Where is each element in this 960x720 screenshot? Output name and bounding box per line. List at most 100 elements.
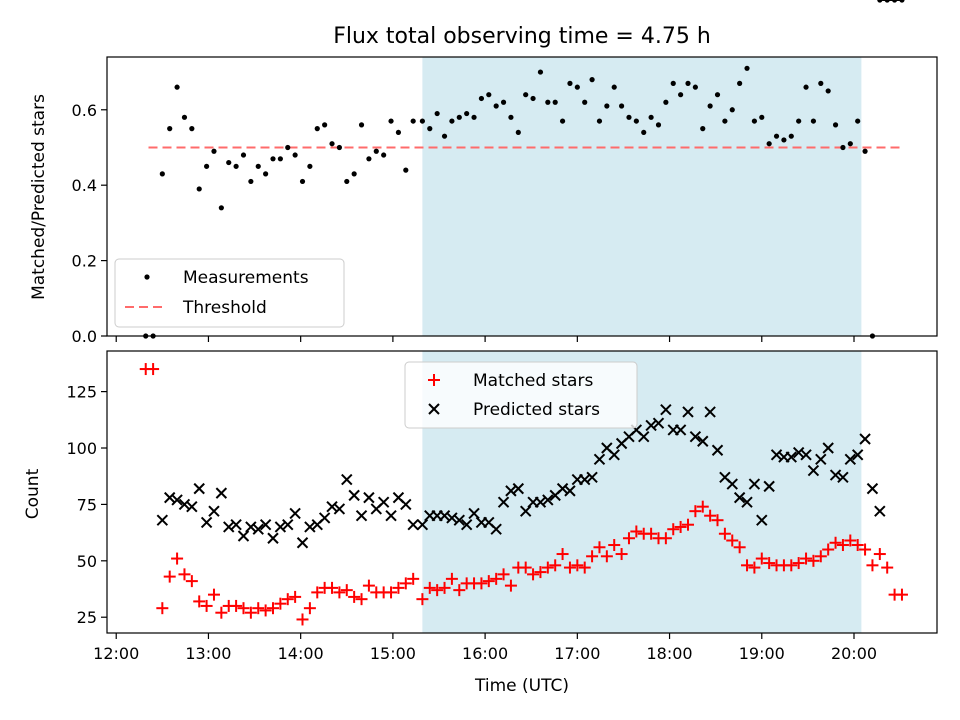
legend-predicted-marker xyxy=(428,403,440,415)
matched-star-point xyxy=(237,602,250,615)
measurement-point xyxy=(159,171,165,177)
matched-stars-series xyxy=(139,363,908,626)
matched-star-point xyxy=(836,539,849,552)
matched-star-point xyxy=(504,579,517,592)
measurement-point xyxy=(641,129,647,136)
matched-star-point xyxy=(571,559,584,572)
top-ytick-label: 0.4 xyxy=(72,176,97,195)
measurement-point xyxy=(626,114,632,120)
measurement-point xyxy=(670,80,676,86)
matched-star-point xyxy=(755,552,768,565)
measurement-point xyxy=(508,114,514,120)
predicted-star-point xyxy=(741,496,753,508)
measurement-point xyxy=(678,92,684,98)
matched-star-point xyxy=(438,581,451,594)
matched-star-point xyxy=(593,541,606,554)
predicted-star-point xyxy=(674,424,687,436)
bottom-ytick-label: 75 xyxy=(77,495,97,514)
measurement-point xyxy=(515,129,521,136)
predicted-star-point xyxy=(164,491,176,504)
predicted-star-point xyxy=(453,514,465,526)
measurement-point xyxy=(737,80,743,86)
predicted-star-point xyxy=(237,530,250,542)
matched-star-point xyxy=(230,599,243,612)
matched-star-point xyxy=(866,559,879,572)
matched-star-point xyxy=(667,523,680,536)
measurement-point xyxy=(240,152,247,158)
measurement-point xyxy=(263,171,269,177)
matched-star-point xyxy=(630,525,643,538)
matched-star-point xyxy=(355,593,368,606)
predicted-star-point xyxy=(851,449,864,461)
measurement-point xyxy=(818,80,824,86)
legend-measurements-label: Measurements xyxy=(183,268,309,288)
measurement-point xyxy=(899,0,905,3)
matched-star-point xyxy=(147,363,160,376)
measurement-point xyxy=(744,65,750,71)
matched-star-point xyxy=(733,541,746,554)
predicted-star-point xyxy=(178,498,191,511)
measurement-point xyxy=(685,80,691,86)
predicted-star-point xyxy=(697,435,709,447)
matched-star-point xyxy=(578,561,591,574)
measurement-point xyxy=(255,163,261,169)
measurement-point xyxy=(233,163,239,169)
measurement-point xyxy=(788,133,794,139)
measurement-point xyxy=(766,141,772,147)
observing-window-top xyxy=(422,57,862,336)
predicted-star-point xyxy=(785,451,797,463)
predicted-star-point xyxy=(792,446,805,459)
predicted-star-point xyxy=(822,442,834,454)
predicted-star-point xyxy=(519,505,532,517)
matched-star-point xyxy=(171,552,184,565)
predicted-star-point xyxy=(407,519,419,531)
predicted-star-point xyxy=(660,403,672,416)
matched-star-point xyxy=(563,561,576,574)
predicted-star-point xyxy=(638,431,650,443)
matched-star-point xyxy=(541,561,554,574)
measurement-point xyxy=(862,148,868,154)
matched-star-point xyxy=(348,590,361,603)
measurement-point xyxy=(751,118,758,124)
measurement-point xyxy=(248,178,254,185)
matched-star-point xyxy=(608,539,621,552)
measurement-point xyxy=(336,144,342,151)
matched-star-point xyxy=(385,586,398,599)
legend-predicted-label: Predicted stars xyxy=(473,400,600,420)
measurement-point xyxy=(270,156,276,162)
measurements-series xyxy=(143,0,905,339)
predicted-star-point xyxy=(363,491,375,504)
predicted-star-point xyxy=(490,523,502,535)
measurement-point xyxy=(307,163,313,169)
matched-star-point xyxy=(689,505,702,518)
x-axis-label: Time (UTC) xyxy=(474,676,569,696)
predicted-star-point xyxy=(259,519,272,531)
measurement-point xyxy=(530,95,536,102)
measurement-point xyxy=(329,141,335,147)
measurement-point xyxy=(366,156,372,162)
measurement-point xyxy=(500,99,507,105)
matched-star-point xyxy=(586,550,599,563)
matched-star-point xyxy=(859,543,872,556)
predicted-star-point xyxy=(223,521,235,533)
predicted-star-point xyxy=(245,521,257,533)
measurement-point xyxy=(707,103,713,109)
matched-star-point xyxy=(200,599,213,612)
matched-star-point xyxy=(682,518,694,531)
measurement-point xyxy=(796,118,802,124)
matched-star-point xyxy=(453,584,466,597)
predicted-star-point xyxy=(274,521,287,533)
measurement-point xyxy=(840,144,846,151)
measurement-point xyxy=(441,133,448,139)
predicted-star-point xyxy=(215,487,228,499)
matched-star-point xyxy=(281,593,294,606)
matched-star-point xyxy=(482,575,495,588)
predicted-star-point xyxy=(267,532,279,544)
matched-star-point xyxy=(156,602,169,615)
measurement-point xyxy=(545,99,551,105)
measurement-point xyxy=(456,114,462,120)
predicted-star-point xyxy=(438,509,451,522)
measurement-point xyxy=(434,110,440,117)
matched-star-point xyxy=(362,579,375,592)
measurement-point xyxy=(692,84,698,90)
